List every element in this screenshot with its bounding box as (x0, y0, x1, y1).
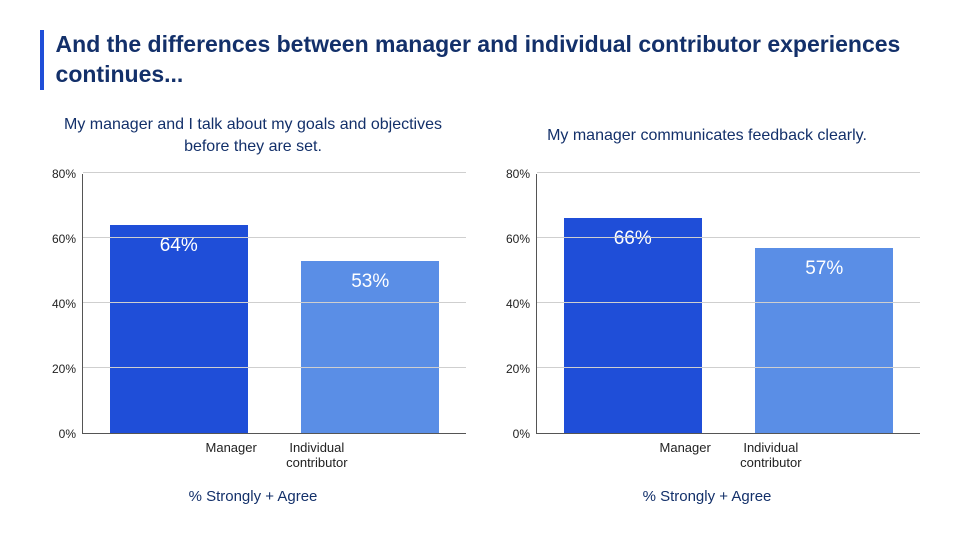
y-tick-label: 20% (506, 362, 530, 376)
grid-line (537, 172, 920, 173)
bar: 66% (564, 218, 702, 433)
y-tick-label: 40% (506, 297, 530, 311)
y-tick-label: 0% (59, 427, 76, 441)
bar: 53% (301, 261, 439, 433)
grid-line (537, 237, 920, 238)
bar-slot: 53% (275, 174, 467, 433)
grid-line (83, 367, 466, 368)
chart-area: 0%20%40%60%80% 64%53% (40, 174, 466, 434)
bar-value-label: 53% (351, 271, 389, 293)
grid-line (83, 172, 466, 173)
y-tick-label: 0% (513, 427, 530, 441)
bars: 66% 57% (537, 174, 920, 433)
x-tick-label: Individual contributor (728, 434, 814, 470)
chart-subcaption: % Strongly + Agree (189, 488, 318, 505)
bar: 57% (755, 248, 893, 433)
bar-slot: 64% (83, 174, 275, 433)
y-tick-label: 80% (506, 167, 530, 181)
slide-title: And the differences between manager and … (56, 30, 920, 90)
bar-slot: 66% (537, 174, 729, 433)
plot: 66% 57% (536, 174, 920, 434)
y-tick-label: 60% (52, 232, 76, 246)
x-axis-labels: ManagerIndividual contributor (188, 434, 359, 470)
x-tick-label: Manager (642, 434, 728, 470)
bars: 64% 53% (83, 174, 466, 433)
x-axis-labels: ManagerIndividual contributor (642, 434, 813, 470)
y-tick-label: 60% (506, 232, 530, 246)
y-tick-label: 80% (52, 167, 76, 181)
accent-bar (40, 30, 44, 90)
chart-left: My manager and I talk about my goals and… (40, 112, 466, 505)
chart-title: My manager communicates feedback clearly… (537, 112, 877, 160)
y-tick-label: 40% (52, 297, 76, 311)
y-axis: 0%20%40%60%80% (494, 174, 536, 434)
x-tick-label: Individual contributor (274, 434, 360, 470)
bar-value-label: 57% (805, 258, 843, 280)
chart-title: My manager and I talk about my goals and… (40, 112, 466, 160)
grid-line (83, 237, 466, 238)
y-axis: 0%20%40%60%80% (40, 174, 82, 434)
chart-right: My manager communicates feedback clearly… (494, 112, 920, 505)
grid-line (537, 367, 920, 368)
charts-row: My manager and I talk about my goals and… (40, 112, 920, 505)
chart-subcaption: % Strongly + Agree (643, 488, 772, 505)
y-tick-label: 20% (52, 362, 76, 376)
plot: 64% 53% (82, 174, 466, 434)
grid-line (537, 302, 920, 303)
slide: And the differences between manager and … (0, 0, 960, 540)
bar: 64% (110, 225, 248, 433)
bar-value-label: 64% (160, 235, 198, 257)
grid-line (83, 302, 466, 303)
title-block: And the differences between manager and … (40, 30, 920, 90)
chart-area: 0%20%40%60%80% 66%57% (494, 174, 920, 434)
bar-value-label: 66% (614, 228, 652, 250)
bar-slot: 57% (729, 174, 921, 433)
x-tick-label: Manager (188, 434, 274, 470)
